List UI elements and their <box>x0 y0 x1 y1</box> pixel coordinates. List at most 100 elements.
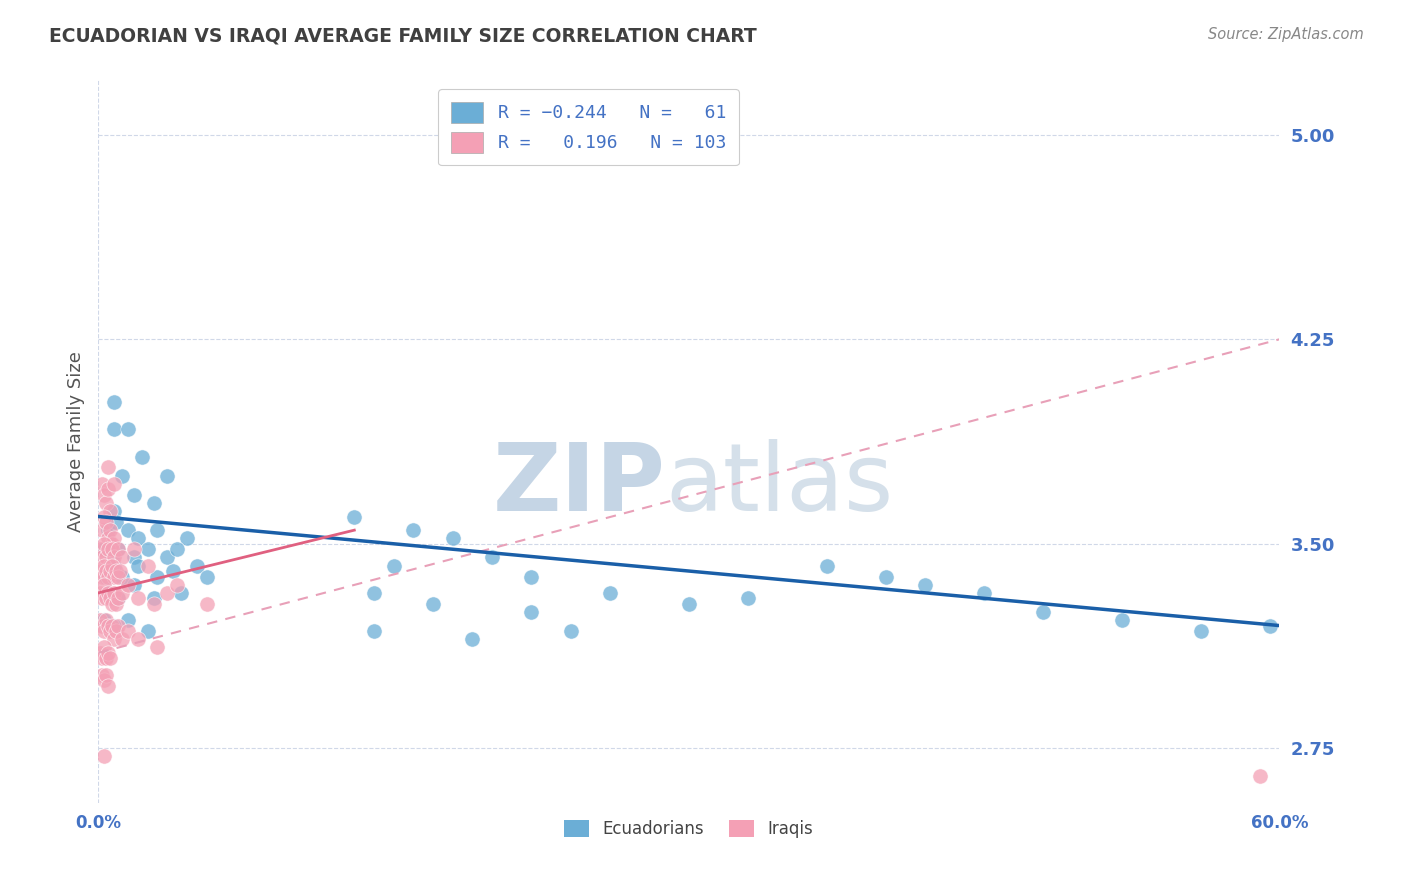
Point <box>101 550 124 565</box>
Point <box>737 591 759 606</box>
Point <box>96 613 118 627</box>
Point <box>91 476 114 491</box>
Point <box>156 468 179 483</box>
Point <box>973 586 995 600</box>
Point <box>98 504 121 518</box>
Point <box>93 537 115 551</box>
Point <box>105 515 128 529</box>
Point <box>89 646 111 660</box>
Point <box>91 550 114 565</box>
Point <box>93 542 115 557</box>
Point <box>96 651 118 665</box>
Point <box>103 504 125 518</box>
Point <box>599 586 621 600</box>
Point <box>101 558 124 573</box>
Point <box>146 523 169 537</box>
Point <box>108 564 131 578</box>
Point <box>96 496 118 510</box>
Point <box>98 624 121 638</box>
Point <box>89 542 111 557</box>
Point <box>97 542 120 557</box>
Point <box>117 523 139 537</box>
Point <box>363 624 385 638</box>
Point <box>127 591 149 606</box>
Point <box>107 591 129 606</box>
Point <box>1032 605 1054 619</box>
Point <box>422 597 444 611</box>
Point <box>105 564 128 578</box>
Point <box>156 586 179 600</box>
Point <box>91 651 114 665</box>
Point <box>111 586 134 600</box>
Point <box>122 577 145 591</box>
Point <box>122 488 145 502</box>
Point <box>96 550 118 565</box>
Point <box>91 667 114 681</box>
Point <box>96 591 118 606</box>
Text: atlas: atlas <box>665 439 894 531</box>
Point <box>89 564 111 578</box>
Point <box>111 468 134 483</box>
Point <box>97 586 120 600</box>
Point <box>142 591 165 606</box>
Point <box>101 597 124 611</box>
Point <box>107 591 129 606</box>
Point <box>441 532 464 546</box>
Point <box>98 558 121 573</box>
Point <box>815 558 838 573</box>
Point <box>101 618 124 632</box>
Point <box>93 488 115 502</box>
Point <box>93 749 115 764</box>
Point <box>875 569 897 583</box>
Point <box>89 613 111 627</box>
Point <box>101 542 124 557</box>
Point <box>97 460 120 475</box>
Point <box>195 569 218 583</box>
Point <box>111 550 134 565</box>
Point <box>142 597 165 611</box>
Point <box>93 673 115 687</box>
Point <box>98 564 121 578</box>
Point <box>1258 618 1281 632</box>
Point <box>127 532 149 546</box>
Point <box>107 618 129 632</box>
Point <box>103 422 125 436</box>
Point <box>103 395 125 409</box>
Point <box>105 597 128 611</box>
Point <box>162 564 184 578</box>
Point <box>97 482 120 496</box>
Y-axis label: Average Family Size: Average Family Size <box>66 351 84 532</box>
Point <box>195 597 218 611</box>
Text: Source: ZipAtlas.com: Source: ZipAtlas.com <box>1208 27 1364 42</box>
Point <box>98 523 121 537</box>
Point <box>1249 768 1271 782</box>
Point <box>97 679 120 693</box>
Point <box>107 569 129 583</box>
Text: ECUADORIAN VS IRAQI AVERAGE FAMILY SIZE CORRELATION CHART: ECUADORIAN VS IRAQI AVERAGE FAMILY SIZE … <box>49 27 756 45</box>
Point <box>117 577 139 591</box>
Point <box>97 618 120 632</box>
Point <box>103 618 125 632</box>
Point <box>343 509 366 524</box>
Point <box>136 542 159 557</box>
Point <box>127 632 149 647</box>
Point <box>97 569 120 583</box>
Point <box>93 509 115 524</box>
Point <box>96 515 118 529</box>
Point <box>103 632 125 647</box>
Point <box>146 569 169 583</box>
Point <box>560 624 582 638</box>
Point <box>98 651 121 665</box>
Point <box>107 542 129 557</box>
Point <box>142 496 165 510</box>
Point <box>122 542 145 557</box>
Point <box>1111 613 1133 627</box>
Point <box>170 586 193 600</box>
Point <box>117 613 139 627</box>
Point <box>103 586 125 600</box>
Point <box>127 558 149 573</box>
Point <box>91 591 114 606</box>
Text: ZIP: ZIP <box>492 439 665 531</box>
Point <box>103 558 125 573</box>
Point <box>186 558 208 573</box>
